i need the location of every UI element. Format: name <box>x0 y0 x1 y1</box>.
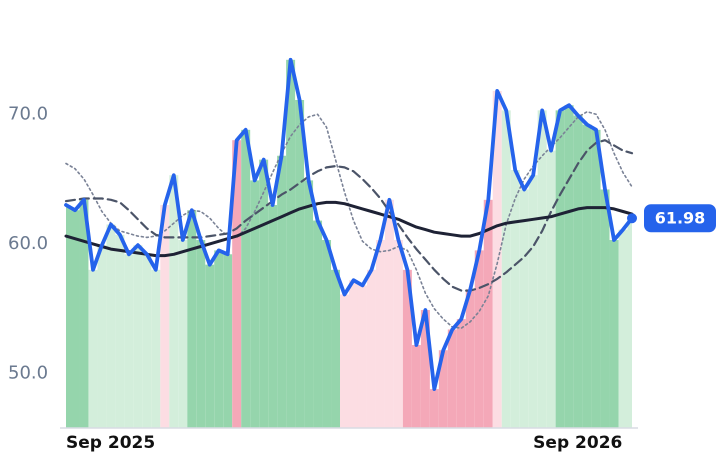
value-badge-label: 61.98 <box>655 209 706 228</box>
regime-bar <box>70 210 80 428</box>
value-badge <box>644 204 716 233</box>
regime-bar <box>438 350 448 428</box>
regime-bar <box>510 170 520 428</box>
regime-bar <box>600 189 610 428</box>
regime-bar <box>591 129 601 428</box>
regime-bar <box>133 245 143 428</box>
regime-bar <box>456 319 466 428</box>
regime-bar <box>537 110 547 428</box>
regime-bar <box>519 189 529 428</box>
line-layer <box>64 57 634 391</box>
regime-bar <box>447 329 457 428</box>
regime-bar <box>169 175 179 428</box>
regime-bar <box>97 245 107 428</box>
regime-bar <box>268 205 278 428</box>
regime-bar <box>340 294 349 428</box>
y-tick-label: 60.0 <box>8 233 48 254</box>
regime-bar <box>393 240 403 428</box>
regime-bar <box>546 150 556 428</box>
regime-bar <box>277 155 287 428</box>
regime-bar <box>420 310 430 428</box>
regime-bar <box>205 264 215 428</box>
regime-bar <box>259 159 269 428</box>
regime-bar <box>528 175 538 428</box>
regime-bar <box>429 389 439 428</box>
regime-bar <box>492 90 502 429</box>
regime-bar <box>313 220 323 428</box>
regime-bar <box>304 180 314 428</box>
x-tick-label: Sep 2026 <box>533 433 622 453</box>
regime-bar <box>483 199 493 428</box>
bar-layer <box>66 59 632 429</box>
regime-bar <box>349 280 358 428</box>
regime-bar <box>474 250 484 428</box>
regime-bar <box>627 218 632 428</box>
regime-bar <box>106 224 116 428</box>
regime-bar <box>357 285 367 428</box>
regime-bar <box>582 124 592 429</box>
regime-bar <box>214 250 224 428</box>
regime-bar <box>142 254 152 428</box>
label-layer: 50.0 60.0 70.0 Sep 2025 Sep 2026 61.98 <box>8 103 716 453</box>
regime-bar <box>196 240 206 428</box>
regime-bar <box>564 105 574 428</box>
regime-bar <box>232 140 242 428</box>
regime-bar <box>115 234 125 428</box>
regime-bar <box>66 205 71 428</box>
regime-bar <box>384 199 394 428</box>
regime-bar <box>618 229 628 428</box>
regime-bar <box>286 59 296 428</box>
regime-bar <box>375 240 385 428</box>
regime-bar <box>88 269 98 428</box>
regime-bar <box>465 289 475 428</box>
regime-bar <box>178 240 188 428</box>
regime-bar <box>160 205 170 428</box>
y-tick-label: 50.0 <box>8 363 48 384</box>
regime-bar <box>124 254 134 428</box>
y-tick-label: 70.0 <box>8 103 48 124</box>
regime-bar <box>609 240 619 428</box>
regime-bar <box>151 269 161 428</box>
regime-bar <box>411 345 421 428</box>
regime-bar <box>79 199 89 428</box>
regime-bar <box>187 210 197 428</box>
regime-bar <box>501 110 511 428</box>
regime-bar <box>322 240 332 428</box>
regime-bar <box>402 269 412 428</box>
indicator-line <box>64 200 634 258</box>
price-line <box>64 57 634 391</box>
x-tick-label: Sep 2025 <box>66 433 155 453</box>
regime-bar <box>573 115 583 429</box>
regime-bar <box>331 269 341 428</box>
regime-bar <box>555 110 565 428</box>
regime-bar <box>241 129 251 428</box>
regime-bar <box>250 180 260 428</box>
regime-bar <box>223 254 233 428</box>
regime-bar <box>295 100 305 428</box>
regime-bar <box>366 269 376 428</box>
last-point <box>627 213 637 224</box>
